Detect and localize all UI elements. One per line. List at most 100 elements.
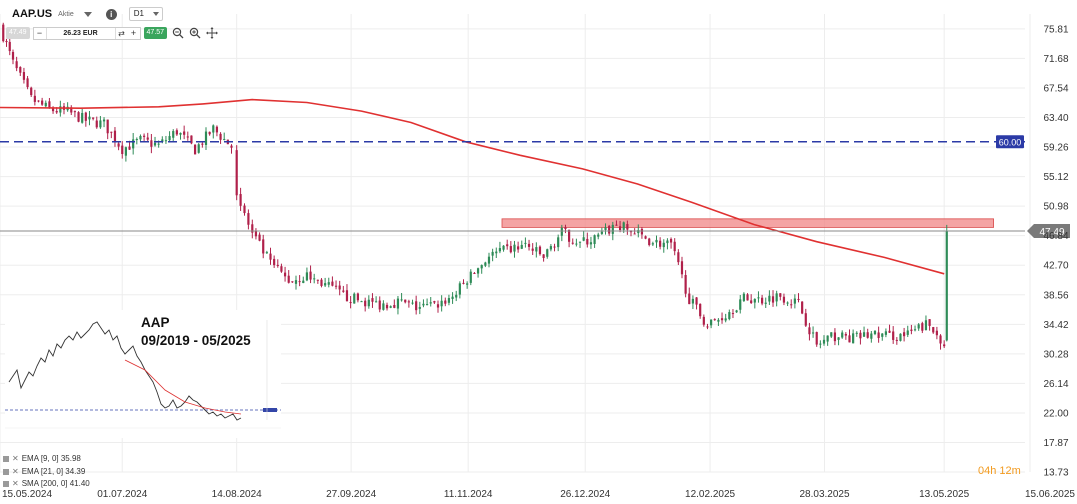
x-tick-label: 11.11.2024 xyxy=(444,489,493,500)
candle-down xyxy=(779,293,782,297)
indicator-icon xyxy=(3,468,9,475)
candle-down xyxy=(48,101,51,108)
candle-down xyxy=(702,316,705,325)
candle-down xyxy=(673,241,676,252)
candle-down xyxy=(699,303,702,317)
legend-item-ema21[interactable]: ✕ EMA [21, 0] 34.39 xyxy=(3,466,90,479)
legend-item-sma200[interactable]: ✕ SMA [200, 0] 41.40 xyxy=(3,478,90,491)
candle-up xyxy=(327,282,330,285)
candle-up xyxy=(204,131,208,146)
candle-down xyxy=(571,242,574,244)
symbol-name[interactable]: AAP.US xyxy=(12,8,53,20)
candle-up xyxy=(793,298,796,304)
candle-down xyxy=(41,100,44,105)
candle-up xyxy=(637,230,640,234)
candle-down xyxy=(935,330,938,336)
candle-down xyxy=(77,112,80,122)
candle-down xyxy=(230,145,233,148)
candle-up xyxy=(466,283,469,285)
x-tick-label: 28.03.2025 xyxy=(799,489,849,500)
symbol-row: AAP.US Aktie i D1 xyxy=(0,5,163,23)
candle-up xyxy=(480,265,483,269)
candle-down xyxy=(808,327,811,335)
candle-down xyxy=(334,285,338,287)
close-icon[interactable]: ✕ xyxy=(12,454,19,463)
candle-down xyxy=(746,294,749,301)
candle-down xyxy=(804,313,807,326)
candle-down xyxy=(22,72,26,80)
candle-up xyxy=(425,304,429,306)
candle-down xyxy=(320,279,323,286)
candle-up xyxy=(717,319,720,322)
candle-down xyxy=(287,275,290,283)
candle-up xyxy=(487,256,491,264)
legend-item-ema9[interactable]: ✕ EMA [9, 0] 35.98 xyxy=(3,453,90,466)
candle-up xyxy=(102,119,106,122)
candle-down xyxy=(695,297,698,305)
crosshair-icon[interactable] xyxy=(206,27,219,39)
candle-up xyxy=(611,224,614,234)
y-tick-label: 59.26 xyxy=(1043,143,1068,154)
candle-down xyxy=(684,275,687,294)
x-tick-label: 01.07.2024 xyxy=(97,489,147,500)
candle-up xyxy=(560,227,563,236)
close-icon[interactable]: ✕ xyxy=(12,479,19,488)
candle-up xyxy=(691,298,695,304)
candle-up xyxy=(870,333,873,339)
candle-down xyxy=(939,335,942,344)
candle-up xyxy=(375,301,378,303)
candle-up xyxy=(830,332,833,337)
minus-button[interactable]: − xyxy=(36,27,43,38)
candle-down xyxy=(895,339,898,341)
candle-up xyxy=(884,331,888,335)
symbol-dropdown-icon[interactable] xyxy=(83,11,92,17)
swap-icon[interactable]: ⇄ xyxy=(118,28,125,38)
candle-down xyxy=(527,243,531,247)
candle-down xyxy=(553,246,556,248)
candle-down xyxy=(659,240,662,247)
candle-down xyxy=(113,130,117,143)
chevron-down-icon xyxy=(152,12,159,16)
candle-up xyxy=(786,302,789,304)
quantity-stepper[interactable]: − 26.23 EUR ⇄ + xyxy=(32,26,141,40)
candle-up xyxy=(811,332,815,334)
candle-up xyxy=(429,302,432,304)
candle-down xyxy=(680,261,684,275)
current-price-label: 47.49 xyxy=(1039,227,1064,238)
close-icon[interactable]: ✕ xyxy=(12,466,19,476)
candle-up xyxy=(546,249,549,257)
candle-down xyxy=(5,41,8,43)
candle-down xyxy=(175,130,178,135)
info-icon[interactable]: i xyxy=(105,8,117,20)
candle-down xyxy=(393,305,396,308)
candle-down xyxy=(193,144,197,155)
candle-up xyxy=(549,246,552,250)
candle-up xyxy=(945,230,948,341)
candle-down xyxy=(239,194,242,206)
candle-down xyxy=(316,279,319,281)
indicator-icon xyxy=(3,481,9,488)
x-tick-label: 14.08.2024 xyxy=(212,489,262,500)
quantity-input[interactable]: 26.23 EUR xyxy=(45,27,116,39)
candle-up xyxy=(367,299,370,307)
sell-price-button[interactable]: 47.49 xyxy=(6,27,30,39)
x-tick-label: 15.06.2025 xyxy=(1025,489,1075,500)
candle-up xyxy=(651,243,654,245)
candle-down xyxy=(644,236,647,239)
zoom-out-icon[interactable] xyxy=(172,27,184,39)
candle-up xyxy=(88,116,91,120)
candle-down xyxy=(407,301,410,303)
buy-price-button[interactable]: 47.57 xyxy=(143,27,168,39)
timeframe-select[interactable]: D1 xyxy=(128,7,163,21)
candle-down xyxy=(473,272,476,274)
plus-button[interactable]: + xyxy=(130,27,137,38)
zoom-in-icon[interactable] xyxy=(189,27,201,39)
candle-up xyxy=(161,139,164,143)
candle-up xyxy=(557,237,560,248)
y-tick-label: 17.87 xyxy=(1043,438,1068,449)
candle-up xyxy=(597,234,600,237)
inset-long-term-chart xyxy=(5,310,281,438)
candle-up xyxy=(458,283,461,295)
candle-down xyxy=(273,258,276,266)
candle-up xyxy=(710,319,713,326)
